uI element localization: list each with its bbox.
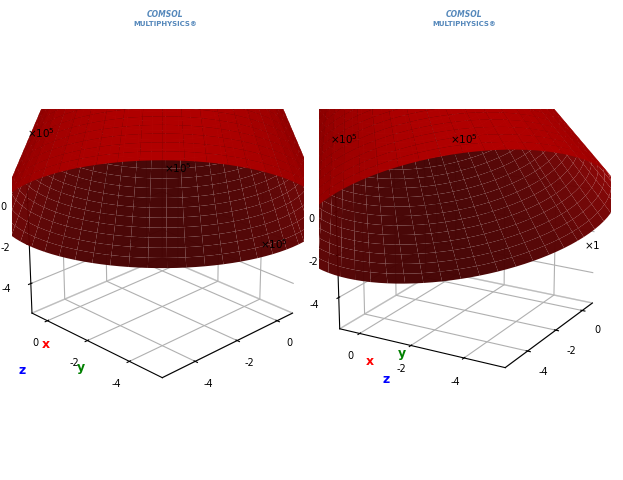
Text: x: x (366, 355, 374, 368)
Text: COMSOL: COMSOL (147, 10, 183, 19)
Text: $\times 10^5$: $\times 10^5$ (450, 132, 478, 145)
Text: MULTIPHYSICS®: MULTIPHYSICS® (133, 22, 197, 27)
Text: $\times 10^5$: $\times 10^5$ (260, 237, 288, 251)
Text: y: y (397, 347, 406, 360)
Text: $\times 10^5$: $\times 10^5$ (27, 126, 55, 140)
Text: z: z (383, 373, 390, 386)
Text: x: x (42, 338, 50, 351)
Text: $\times 1$: $\times 1$ (584, 239, 601, 251)
Text: $\times 10^5$: $\times 10^5$ (164, 161, 192, 175)
Text: MULTIPHYSICS®: MULTIPHYSICS® (432, 22, 496, 27)
Text: z: z (18, 364, 26, 377)
Text: y: y (77, 361, 85, 374)
Text: $\times 10^5$: $\times 10^5$ (330, 132, 358, 145)
Text: COMSOL: COMSOL (446, 10, 482, 19)
